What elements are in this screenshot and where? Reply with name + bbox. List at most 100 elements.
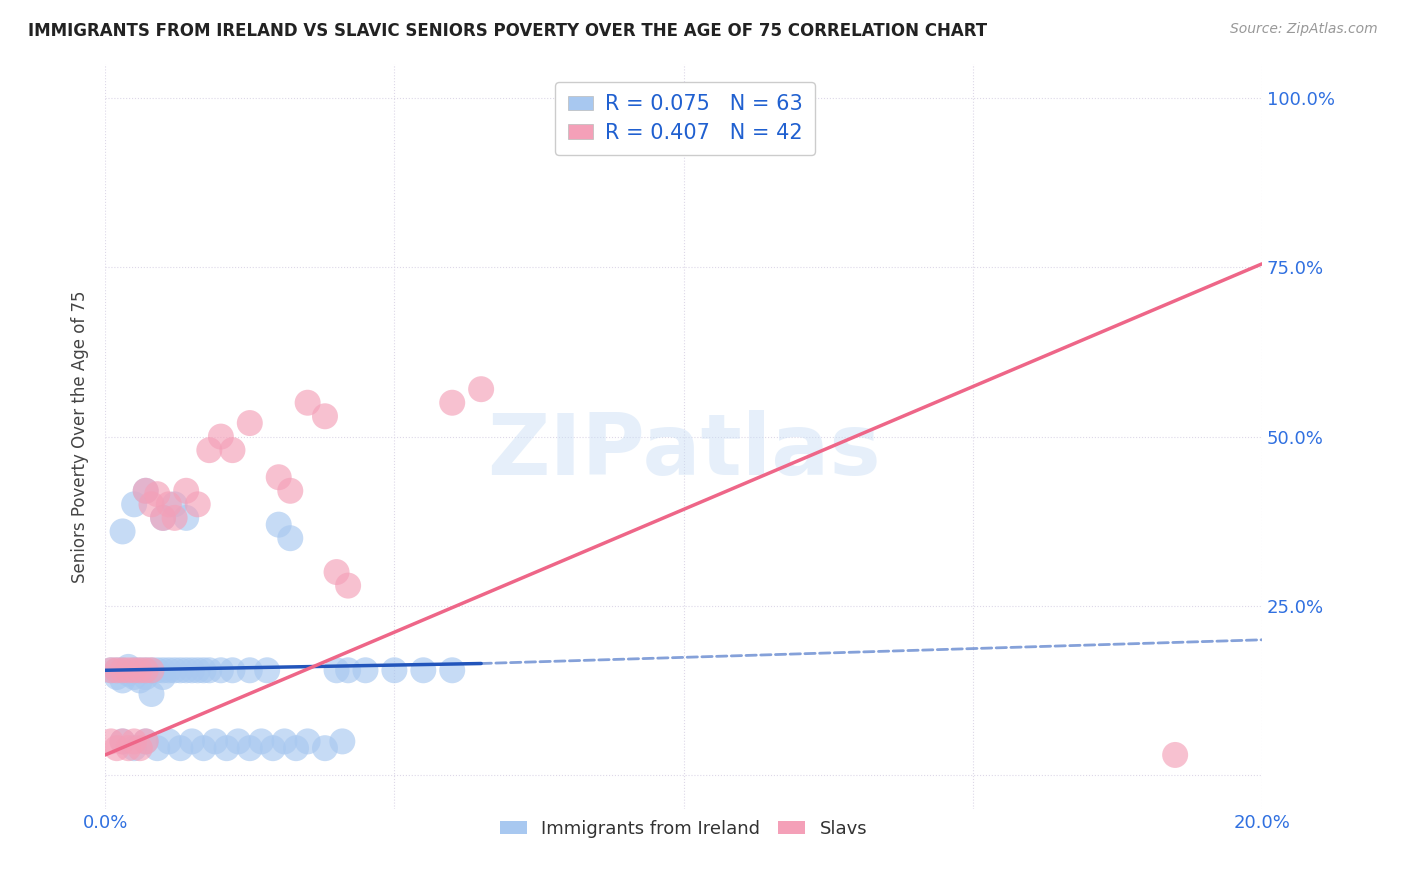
- Point: [117, 666, 139, 681]
- Legend: Immigrants from Ireland, Slavs: Immigrants from Ireland, Slavs: [492, 813, 875, 845]
- Point: [256, 663, 278, 677]
- Point: [174, 663, 197, 677]
- Point: [672, 112, 695, 126]
- Point: [337, 663, 360, 677]
- Point: [314, 409, 336, 424]
- Point: [239, 741, 262, 756]
- Point: [209, 429, 232, 443]
- Point: [614, 118, 637, 132]
- Point: [135, 483, 157, 498]
- Point: [221, 443, 243, 458]
- Point: [100, 663, 122, 677]
- Point: [152, 663, 174, 677]
- Point: [135, 734, 157, 748]
- Point: [117, 741, 139, 756]
- Point: [330, 734, 353, 748]
- Point: [157, 497, 180, 511]
- Point: [267, 517, 290, 532]
- Point: [239, 416, 262, 430]
- Point: [152, 511, 174, 525]
- Text: Source: ZipAtlas.com: Source: ZipAtlas.com: [1230, 22, 1378, 37]
- Point: [122, 663, 145, 677]
- Y-axis label: Seniors Poverty Over the Age of 75: Seniors Poverty Over the Age of 75: [72, 291, 89, 582]
- Point: [163, 663, 186, 677]
- Point: [193, 741, 215, 756]
- Point: [117, 663, 139, 677]
- Point: [221, 663, 243, 677]
- Point: [135, 663, 157, 677]
- Point: [181, 734, 204, 748]
- Point: [198, 443, 221, 458]
- Point: [181, 663, 204, 677]
- Point: [239, 663, 262, 677]
- Text: IMMIGRANTS FROM IRELAND VS SLAVIC SENIORS POVERTY OVER THE AGE OF 75 CORRELATION: IMMIGRANTS FROM IRELAND VS SLAVIC SENIOR…: [28, 22, 987, 40]
- Point: [441, 663, 464, 677]
- Point: [141, 497, 163, 511]
- Point: [135, 734, 157, 748]
- Point: [111, 734, 134, 748]
- Point: [111, 524, 134, 539]
- Point: [226, 734, 249, 748]
- Point: [297, 734, 319, 748]
- Point: [187, 663, 209, 677]
- Point: [105, 663, 128, 677]
- Point: [267, 470, 290, 484]
- Point: [129, 663, 152, 677]
- Point: [174, 483, 197, 498]
- Point: [325, 663, 347, 677]
- Point: [111, 734, 134, 748]
- Point: [169, 741, 191, 756]
- Point: [146, 741, 169, 756]
- Point: [285, 741, 308, 756]
- Point: [157, 734, 180, 748]
- Point: [122, 741, 145, 756]
- Point: [157, 663, 180, 677]
- Point: [204, 734, 226, 748]
- Point: [129, 673, 152, 688]
- Point: [193, 663, 215, 677]
- Point: [146, 487, 169, 501]
- Point: [209, 663, 232, 677]
- Point: [105, 670, 128, 684]
- Point: [135, 663, 157, 677]
- Point: [273, 734, 295, 748]
- Point: [141, 687, 163, 701]
- Point: [152, 670, 174, 684]
- Point: [384, 663, 406, 677]
- Point: [314, 741, 336, 756]
- Point: [412, 663, 434, 677]
- Point: [174, 511, 197, 525]
- Point: [187, 497, 209, 511]
- Point: [152, 511, 174, 525]
- Point: [141, 663, 163, 677]
- Point: [135, 670, 157, 684]
- Point: [111, 673, 134, 688]
- Point: [117, 660, 139, 674]
- Point: [135, 483, 157, 498]
- Point: [105, 663, 128, 677]
- Point: [278, 531, 301, 545]
- Point: [163, 497, 186, 511]
- Point: [262, 741, 284, 756]
- Point: [337, 579, 360, 593]
- Point: [105, 741, 128, 756]
- Point: [163, 511, 186, 525]
- Point: [122, 663, 145, 677]
- Point: [122, 734, 145, 748]
- Point: [354, 663, 377, 677]
- Point: [278, 483, 301, 498]
- Point: [122, 670, 145, 684]
- Point: [1164, 747, 1187, 762]
- Point: [215, 741, 238, 756]
- Point: [129, 741, 152, 756]
- Point: [141, 663, 163, 677]
- Point: [122, 497, 145, 511]
- Point: [441, 395, 464, 409]
- Point: [198, 663, 221, 677]
- Point: [100, 734, 122, 748]
- Point: [325, 565, 347, 579]
- Point: [169, 663, 191, 677]
- Point: [111, 663, 134, 677]
- Point: [470, 382, 492, 396]
- Point: [297, 395, 319, 409]
